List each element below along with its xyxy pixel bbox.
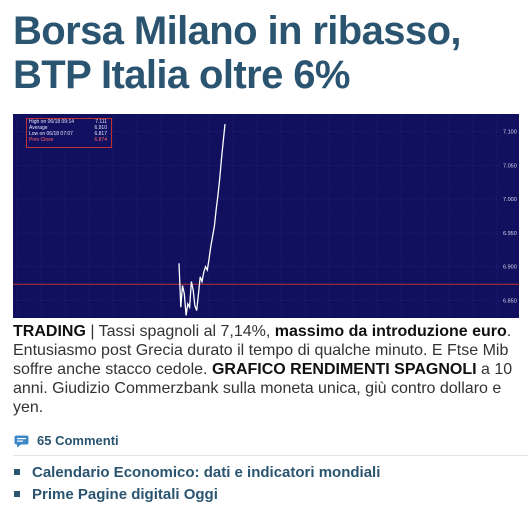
chart-svg: 7.100 7.050 7.000 6.950 6.900 6.850 — [13, 114, 519, 318]
y-tick-label: 6.900 — [503, 265, 517, 271]
y-tick-label: 6.950 — [503, 231, 517, 237]
article-text-3: a 10 anni. Giudizio Commerzbank sulla mo… — [13, 361, 513, 416]
article-separator: | — [85, 323, 99, 340]
article-bold-2[interactable]: GRAFICO RENDIMENTI SPAGNOLI — [211, 361, 477, 378]
headline[interactable]: Borsa Milano in ribasso, BTP Italia oltr… — [13, 9, 528, 97]
info-row-prev-close: Prev Close 6.874 — [27, 137, 111, 143]
spain-yield-chart[interactable]: 7.100 7.050 7.000 6.950 6.900 6.850 — [13, 114, 519, 318]
info-row-low: Low on 06/18 07:07 6.817 — [27, 131, 111, 137]
link-calendario-economico[interactable]: Calendario Economico: dati e indicatori … — [13, 461, 528, 483]
headline-line-2: BTP Italia oltre 6% — [13, 53, 350, 97]
info-row-high: High on 06/18 09:14 7.111 — [27, 119, 111, 125]
link-label: Calendario Economico: dati e indicatori … — [32, 463, 381, 481]
info-low-label: Low on 06/18 07:07 — [29, 131, 73, 137]
article-text-1: Tassi spagnoli al 7,14%, — [98, 323, 275, 340]
info-row-average: Average 6.910 — [27, 125, 111, 131]
y-tick-label: 7.000 — [503, 197, 517, 203]
headline-line-1: Borsa Milano in ribasso, — [13, 9, 462, 53]
info-low-value: 6.817 — [94, 131, 107, 137]
info-average-value: 6.910 — [94, 125, 107, 131]
link-prime-pagine[interactable]: Prime Pagine digitali Oggi — [13, 483, 528, 505]
info-average-label: Average — [29, 125, 48, 131]
series-line — [178, 124, 226, 316]
info-high-value: 7.111 — [95, 119, 107, 125]
y-tick-label: 7.100 — [503, 130, 517, 136]
info-prev-close-value: 6.874 — [94, 137, 107, 143]
info-prev-close-label: Prev Close — [29, 137, 54, 143]
y-tick-label: 6.850 — [503, 298, 517, 304]
article-category[interactable]: TRADING — [13, 323, 86, 340]
article-summary: TRADING | Tassi spagnoli al 7,14%, massi… — [13, 322, 525, 417]
info-high-label: High on 06/18 09:14 — [29, 119, 75, 125]
comment-bubble-icon — [14, 435, 29, 447]
y-tick-label: 7.050 — [503, 163, 517, 169]
related-links: Calendario Economico: dati e indicatori … — [13, 461, 528, 505]
comments-count: 65 Commenti — [37, 432, 119, 448]
square-bullet-icon — [14, 491, 20, 497]
comments-link[interactable]: 65 Commenti — [14, 431, 119, 449]
square-bullet-icon — [14, 469, 20, 475]
article-text-2: . Entusiasmo post Grecia durato il tempo… — [13, 323, 512, 378]
link-label: Prime Pagine digitali Oggi — [32, 485, 218, 503]
divider — [13, 455, 528, 456]
chart-info-box: High on 06/18 09:14 7.111 Average 6.910 … — [26, 118, 112, 148]
article-bold-1: massimo da introduzione euro — [274, 323, 507, 340]
